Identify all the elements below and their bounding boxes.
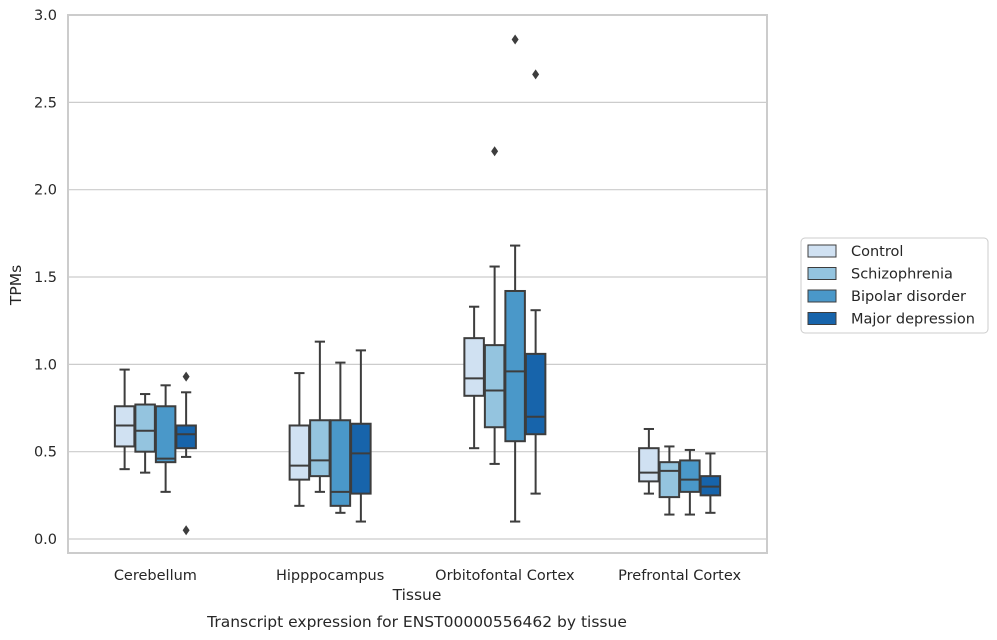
legend-label: Control <box>851 244 903 260</box>
legend-swatch <box>807 244 837 258</box>
y-tick-label: 2.0 <box>34 183 57 199</box>
box-body <box>329 419 352 507</box>
box-0-1 <box>134 393 156 474</box>
outlier-point <box>182 525 190 536</box>
box-body <box>483 344 506 429</box>
legend-label: Bipolar disorder <box>851 289 966 305</box>
box-3-2 <box>679 448 701 516</box>
x-tick-label: Hipppocampus <box>276 568 384 584</box>
plot-border <box>67 14 768 554</box>
outlier-point <box>511 34 519 45</box>
box-body <box>658 461 681 499</box>
y-tick-label: 0.5 <box>34 445 57 461</box>
chart-caption: Transcript expression for ENST0000055646… <box>206 613 627 631</box>
box-0-3 <box>175 371 197 536</box>
x-tick-label: Cerebellum <box>114 568 197 584</box>
box-body <box>504 289 526 443</box>
box-3-1 <box>658 445 681 516</box>
legend-box <box>800 237 989 334</box>
legend-swatch <box>807 289 837 303</box>
legend: Control Schizophrenia Bipolar disorder Majo… <box>800 237 989 334</box>
x-tick-label: Orbitofontal Cortex <box>435 568 575 584</box>
y-tick-label: 1.5 <box>34 270 57 286</box>
box-body <box>463 337 485 397</box>
legend-swatch <box>807 267 837 280</box>
box-1-2 <box>329 361 352 514</box>
legend-swatch <box>807 312 837 325</box>
box-0-0 <box>113 368 136 471</box>
box-body <box>679 459 701 493</box>
box-3-0 <box>638 427 660 495</box>
box-body <box>350 422 372 495</box>
box-2-2 <box>504 34 526 523</box>
legend-item: Major depression <box>807 312 975 328</box>
legend-item: Control <box>807 244 903 260</box>
x-tick-label: Prefrontal Cortex <box>618 568 741 584</box>
box-body <box>175 424 197 450</box>
legend-label: Schizophrenia <box>851 267 953 283</box>
box-body <box>154 405 177 464</box>
box-1-0 <box>288 372 311 507</box>
outlier-point <box>491 146 499 157</box>
box-body <box>638 447 660 483</box>
box-2-3 <box>524 69 547 495</box>
legend-item: Bipolar disorder <box>807 289 966 305</box>
box-0-2 <box>154 384 177 493</box>
box-2-1 <box>483 146 506 465</box>
y-tick-label: 0.0 <box>34 532 57 548</box>
x-axis-label: Tissue <box>392 586 442 604</box>
y-tick-label: 2.5 <box>34 95 57 111</box>
y-axis-label: TPMs <box>7 265 25 306</box>
box-1-3 <box>350 349 372 523</box>
y-tick-labels: 0.0 0.5 1.0 1.5 2.0 2.5 3.0 <box>34 8 57 548</box>
legend-label: Major depression <box>851 312 975 328</box>
plot-frame <box>67 14 768 554</box>
boxes <box>113 34 722 536</box>
y-tick-label: 1.0 <box>34 357 57 373</box>
box-body <box>288 424 311 481</box>
outlier-point <box>532 69 540 80</box>
box-2-0 <box>463 305 485 450</box>
box-body <box>134 403 156 453</box>
x-tick-labels: Cerebellum Hipppocampus Orbitofontal Corte… <box>114 568 742 584</box>
outlier-point <box>182 371 190 382</box>
box-body <box>524 352 547 436</box>
y-tick-label: 3.0 <box>34 8 57 24</box>
box-3-3 <box>699 452 722 514</box>
box-body <box>309 419 331 478</box>
legend-item: Schizophrenia <box>807 267 953 283</box>
box-1-1 <box>309 340 331 493</box>
